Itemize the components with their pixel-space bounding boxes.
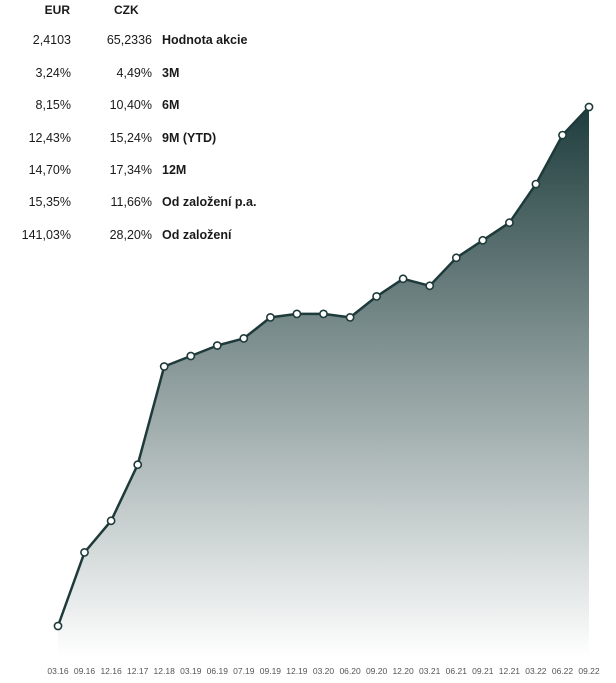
czk-value: 4,49% — [116, 66, 152, 80]
row-label: 3M — [162, 66, 180, 80]
area-fill — [58, 107, 589, 657]
table-row: 2,4103 65,2336 Hodnota akcie — [0, 33, 330, 49]
data-point — [133, 460, 143, 470]
x-tick-label: 09.21 — [472, 666, 494, 676]
row-label: Od založení p.a. — [162, 195, 257, 209]
data-point — [186, 351, 196, 361]
x-tick-label: 09.22 — [578, 666, 600, 676]
row-label: 9M (YTD) — [162, 131, 217, 145]
data-point — [159, 362, 169, 371]
eur-value: 3,24% — [35, 66, 71, 80]
data-point — [531, 179, 541, 189]
data-point — [584, 102, 594, 112]
x-tick-label: 12.18 — [154, 666, 176, 676]
eur-value: 2,4103 — [32, 33, 71, 47]
data-point — [504, 218, 514, 228]
table-row: 8,15% 10,40% 6M — [0, 98, 330, 114]
eur-value: 15,35% — [28, 195, 71, 209]
eur-column-header: EUR — [44, 3, 70, 17]
x-tick-label: 09.20 — [366, 666, 388, 676]
data-point — [478, 235, 488, 245]
x-tick-label: 06.21 — [446, 666, 468, 676]
table-row: 12,43% 15,24% 9M (YTD) — [0, 131, 330, 147]
x-tick-label: 03.19 — [180, 666, 202, 676]
czk-value: 65,2336 — [106, 33, 152, 47]
table-row: 15,35% 11,66% Od založení p.a. — [0, 195, 330, 211]
eur-value: 8,15% — [35, 98, 71, 112]
czk-value: 28,20% — [109, 228, 152, 242]
eur-value: 14,70% — [28, 163, 71, 177]
data-point — [425, 281, 435, 291]
data-point — [80, 548, 89, 557]
data-point — [53, 621, 63, 631]
data-point — [292, 309, 302, 319]
table-row: 3,24% 4,49% 3M — [0, 66, 330, 82]
czk-value: 17,34% — [109, 163, 152, 177]
x-tick-label: 12.19 — [286, 666, 308, 676]
x-axis-ticks: 03.16 09.16 12.16 12.17 12.18 03.19 06.19 07.19… — [47, 666, 600, 676]
x-tick-label: 06.20 — [339, 666, 361, 676]
data-point — [239, 333, 249, 343]
x-tick-label: 09.16 — [74, 666, 96, 676]
data-point — [345, 312, 355, 322]
data-point — [265, 312, 275, 322]
data-point — [372, 291, 381, 301]
czk-column-header: CZK — [114, 3, 139, 17]
row-label: 12M — [162, 163, 187, 177]
x-tick-label: 12.21 — [499, 666, 521, 676]
row-label: 6M — [162, 98, 180, 112]
x-tick-label: 09.19 — [260, 666, 282, 676]
x-tick-label: 12.20 — [392, 666, 414, 676]
x-tick-label: 06.22 — [552, 666, 574, 676]
x-tick-label: 12.16 — [100, 666, 122, 676]
row-label: Od založení — [162, 228, 232, 242]
data-point — [106, 516, 116, 526]
data-point — [451, 253, 461, 263]
x-tick-label: 03.22 — [525, 666, 547, 676]
x-tick-label: 03.16 — [47, 666, 69, 676]
czk-value: 11,66% — [110, 195, 152, 209]
data-point — [558, 130, 567, 140]
eur-value: 141,03% — [21, 228, 71, 242]
data-point — [398, 274, 408, 284]
table-row: 141,03% 28,20% Od založení — [0, 228, 330, 244]
czk-value: 10,40% — [109, 98, 152, 112]
data-point — [319, 309, 328, 319]
data-points — [53, 102, 594, 631]
row-label: Hodnota akcie — [162, 33, 248, 47]
table-row: 14,70% 17,34% 12M — [0, 163, 330, 179]
x-tick-label: 12.17 — [127, 666, 149, 676]
data-point — [212, 341, 222, 350]
x-tick-label: 03.20 — [313, 666, 335, 676]
czk-value: 15,24% — [109, 131, 152, 145]
x-tick-label: 03.21 — [419, 666, 441, 676]
x-tick-label: 07.19 — [233, 666, 255, 676]
eur-value: 12,43% — [28, 131, 71, 145]
x-tick-label: 06.19 — [207, 666, 229, 676]
